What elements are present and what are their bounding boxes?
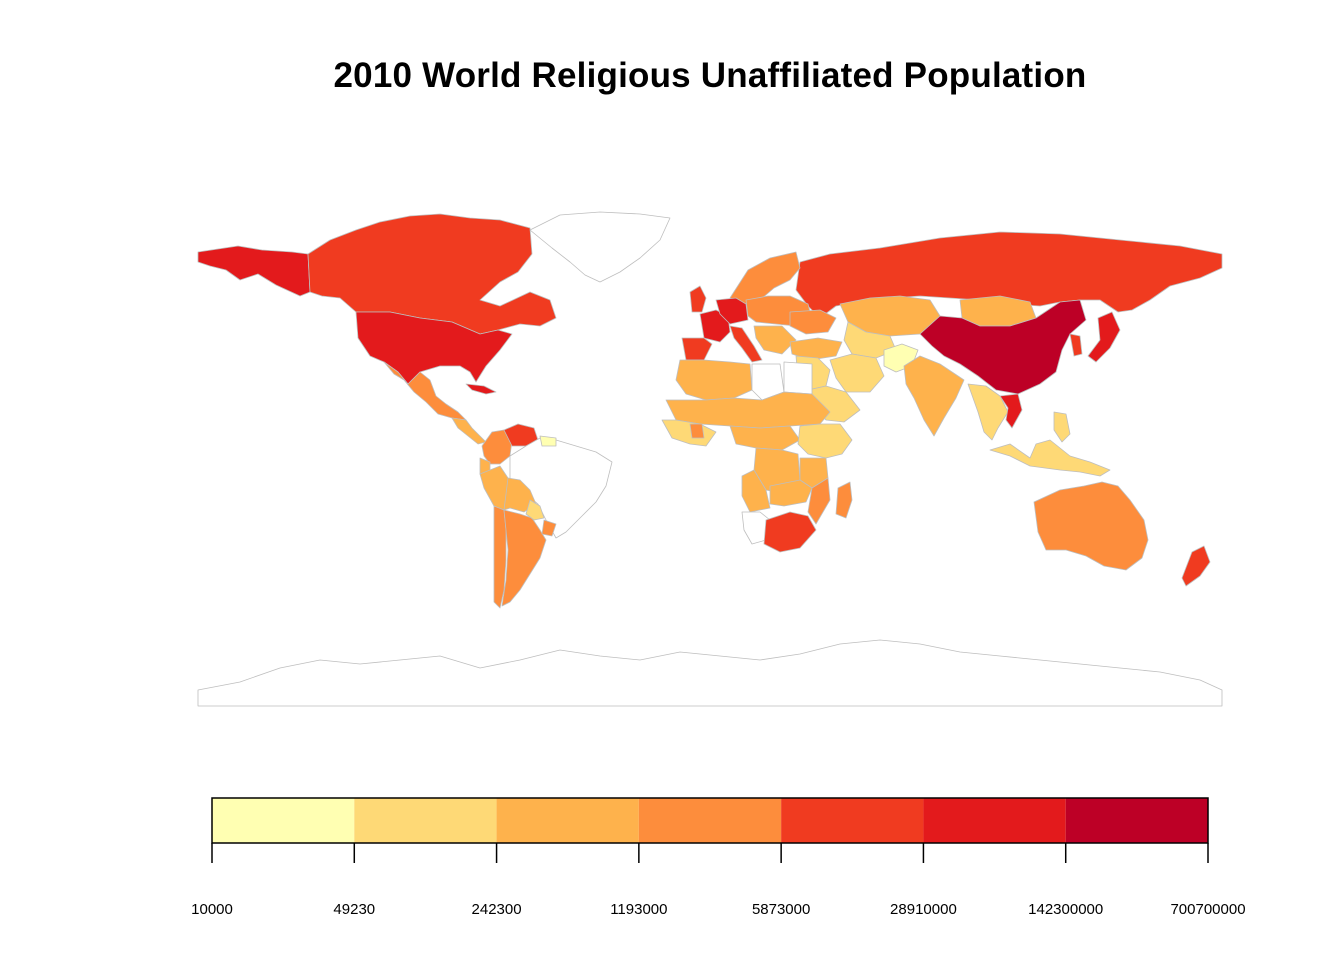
- legend-swatch-3: [638, 798, 782, 843]
- region-central-america: [451, 417, 487, 445]
- region-alaska: [197, 245, 311, 297]
- region-east-africa: [797, 423, 853, 459]
- region-greenland: [529, 211, 671, 283]
- region-philippines: [1053, 411, 1071, 443]
- legend-tick-label-4: 5873000: [752, 901, 810, 918]
- region-egypt: [783, 361, 813, 395]
- region-australia: [1033, 481, 1149, 571]
- region-central-africa: [729, 425, 801, 451]
- region-mexico: [383, 361, 467, 421]
- region-new-zealand: [1181, 545, 1211, 587]
- region-italy: [729, 325, 763, 363]
- region-vietnam: [999, 393, 1023, 429]
- region-paraguay: [525, 499, 545, 521]
- legend-tick-label-5: 28910000: [890, 901, 957, 918]
- region-uk: [689, 285, 707, 313]
- region-ghana: [689, 423, 705, 439]
- region-iberia: [681, 337, 713, 361]
- legend-tick-label-7: 700700000: [1170, 901, 1245, 918]
- region-south-africa: [763, 511, 817, 553]
- region-argentina: [501, 509, 547, 607]
- legend-tick-label-1: 49230: [333, 901, 375, 918]
- legend-swatch-0: [212, 798, 355, 843]
- legend-tick-label-0: 10000: [191, 901, 233, 918]
- region-balkans: [753, 325, 797, 355]
- legend-tick-label-2: 242300: [472, 901, 522, 918]
- legend-tick-label-6: 142300000: [1028, 901, 1103, 918]
- region-north-africa-west: [675, 359, 753, 401]
- legend-swatch-2: [496, 798, 639, 843]
- page-title: 2010 World Religious Unaffiliated Popula…: [333, 56, 1087, 95]
- region-ukraine: [789, 309, 837, 335]
- region-korea: [1069, 333, 1083, 357]
- region-iran: [829, 353, 885, 393]
- region-uruguay: [541, 519, 557, 537]
- legend-swatch-6: [1065, 798, 1208, 843]
- region-madagascar: [835, 481, 853, 519]
- region-canada: [307, 213, 557, 335]
- region-cuba: [465, 383, 497, 395]
- legend-tick-label-3: 1193000: [610, 901, 667, 918]
- region-germany: [715, 297, 749, 325]
- region-indonesia: [989, 439, 1111, 477]
- region-china: [919, 299, 1087, 395]
- region-india: [903, 355, 965, 437]
- region-mozambique: [807, 477, 831, 525]
- region-antarctica: [197, 639, 1223, 707]
- legend-swatch-1: [354, 798, 497, 843]
- legend-frame: [211, 797, 1209, 844]
- region-turkey: [789, 337, 843, 361]
- region-southeast-asia: [967, 383, 1009, 441]
- region-angola: [741, 469, 771, 513]
- region-japan: [1087, 311, 1121, 363]
- region-sahel: [665, 391, 831, 429]
- legend-swatch-4: [781, 798, 924, 843]
- region-zambia: [769, 479, 813, 507]
- region-guianas: [539, 435, 557, 447]
- legend-swatch-5: [923, 798, 1066, 843]
